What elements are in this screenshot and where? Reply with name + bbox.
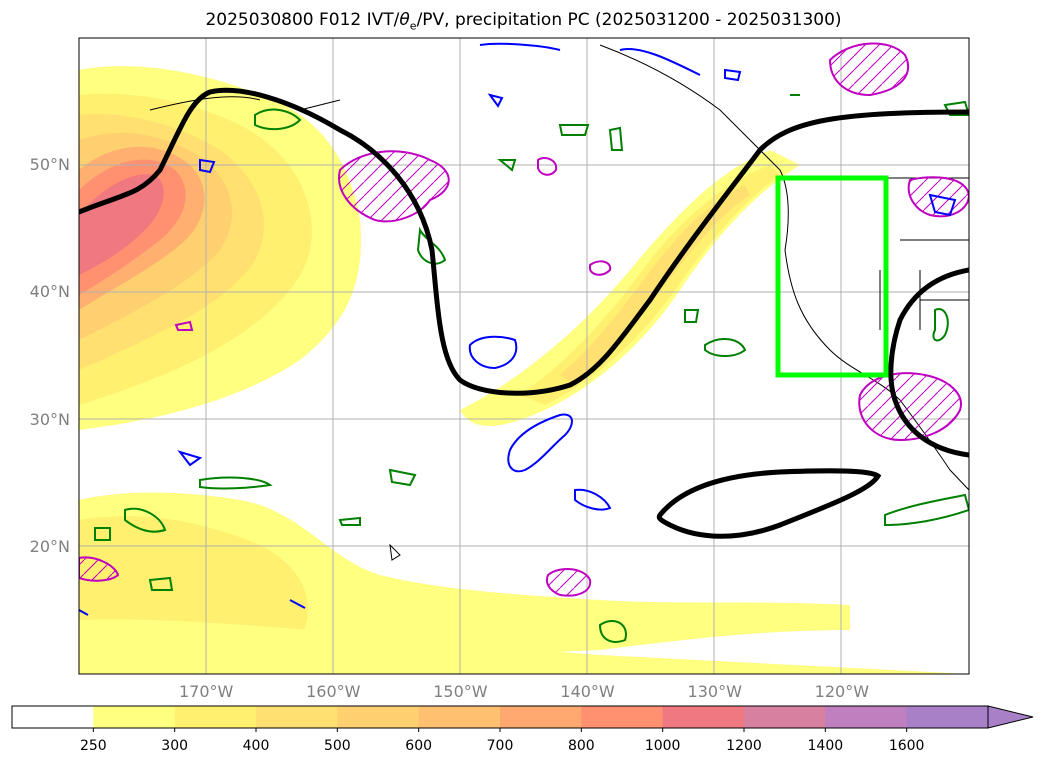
lat-tick-label: 50°N xyxy=(29,155,70,175)
theta-symbol: θ xyxy=(399,10,410,30)
colorbar-segment xyxy=(256,706,338,728)
colorbar-tick-label: 1200 xyxy=(726,738,762,754)
map-frame xyxy=(78,37,970,675)
colorbar-segment xyxy=(581,706,664,728)
gridlines xyxy=(79,38,969,674)
pv-contours xyxy=(79,42,969,597)
colorbar-segment xyxy=(500,706,582,728)
lat-tick-label: 40°N xyxy=(29,282,70,302)
colorbar-segment xyxy=(12,706,94,728)
colorbar-tick-label: 800 xyxy=(567,738,595,754)
plot-title: 2025030800 F012 IVT/θe/PV, precipitation… xyxy=(205,10,842,33)
colorbar-segment xyxy=(337,706,420,728)
colorbar-tick-label: 400 xyxy=(242,738,270,754)
lat-tick-label: 30°N xyxy=(29,409,70,429)
colorbar-segment xyxy=(906,706,989,728)
colorbar xyxy=(11,705,1034,732)
lon-tick-label: 140°W xyxy=(560,682,615,701)
ivt-fill-coastal-ar xyxy=(460,150,800,426)
colorbar-tick-label: 1600 xyxy=(888,738,925,754)
lon-tick-label: 150°W xyxy=(433,682,488,701)
colorbar-tick-label: 600 xyxy=(405,738,433,754)
colorbar-segment xyxy=(825,706,908,728)
colorbar-tick-label: 250 xyxy=(79,738,107,754)
colorbar-tick-label: 1400 xyxy=(807,738,844,754)
colorbar-tick-label: 1000 xyxy=(644,738,681,754)
colorbar-segment xyxy=(93,706,176,728)
lat-tick-label: 20°N xyxy=(29,536,70,556)
colorbar-tick-label: 700 xyxy=(486,738,514,754)
lon-tick-label: 170°W xyxy=(178,682,234,701)
colorbar-segment xyxy=(174,706,257,728)
lon-tick-label: 120°W xyxy=(814,682,870,701)
ivt-fill-south xyxy=(79,492,969,674)
region-box xyxy=(775,175,889,378)
colorbar-segment xyxy=(418,706,501,728)
blue-contours xyxy=(79,42,957,616)
colorbar-segment xyxy=(744,706,826,728)
theta-subscript: e xyxy=(409,19,417,33)
lon-tick-label: 130°W xyxy=(687,682,742,701)
colorbar-tick-label: 500 xyxy=(323,738,351,754)
lon-tick-label: 160°W xyxy=(306,682,361,701)
colorbar-segment xyxy=(662,706,745,728)
colorbar-tick-label: 300 xyxy=(161,738,189,754)
theta-e-contours xyxy=(79,87,969,539)
ivt-fill-northwest xyxy=(79,66,361,430)
colorbar-extend-arrow xyxy=(987,705,1034,729)
